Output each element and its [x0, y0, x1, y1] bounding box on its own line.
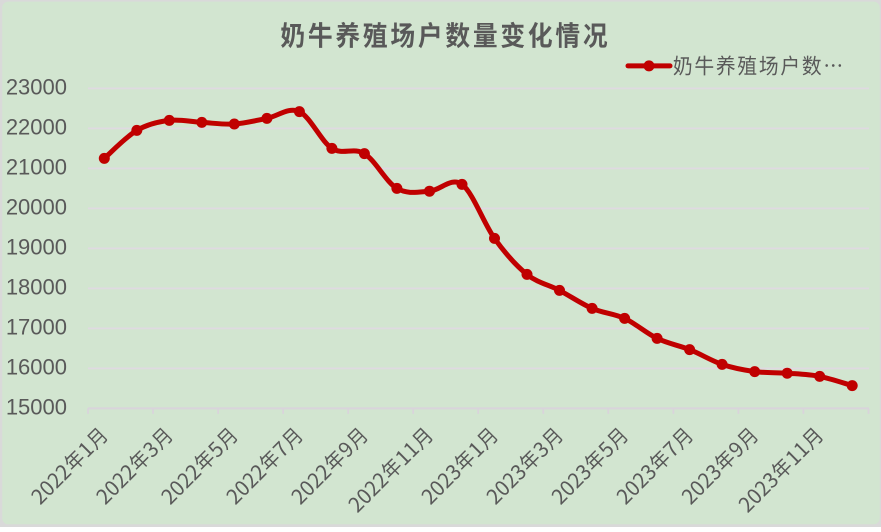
- svg-text:15000: 15000: [6, 394, 67, 419]
- svg-text:18000: 18000: [6, 274, 67, 299]
- svg-text:17000: 17000: [6, 314, 67, 339]
- svg-text:20000: 20000: [6, 194, 67, 219]
- svg-text:16000: 16000: [6, 354, 67, 379]
- svg-text:21000: 21000: [6, 154, 67, 179]
- svg-text:23000: 23000: [6, 74, 67, 99]
- svg-text:19000: 19000: [6, 234, 67, 259]
- svg-text:22000: 22000: [6, 114, 67, 139]
